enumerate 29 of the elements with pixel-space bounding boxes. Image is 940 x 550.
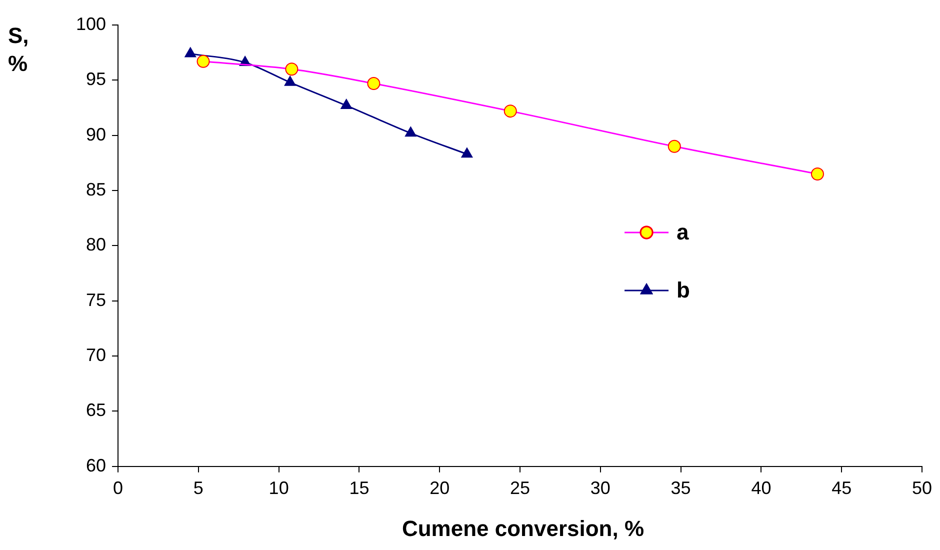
y-tick-label: 75 (86, 290, 106, 310)
x-tick-label: 0 (113, 478, 124, 498)
x-axis-title: Cumene conversion, % (400, 516, 646, 542)
x-tick-label: 20 (430, 478, 450, 498)
y-tick-label: 80 (86, 234, 106, 255)
y-axis-title: S, % (8, 22, 30, 78)
legend-label: b (676, 278, 690, 303)
x-tick-label: 45 (832, 478, 852, 498)
y-tick-label: 70 (86, 345, 106, 366)
point (184, 47, 196, 58)
x-tick-label: 10 (268, 478, 289, 498)
y-tick-label: 60 (86, 455, 106, 476)
point (284, 76, 296, 86)
x-tick-label: 40 (751, 478, 772, 498)
y-tick-label: 90 (86, 124, 106, 144)
x-tick-label: 25 (510, 478, 530, 498)
y-tick-label: 100 (76, 14, 106, 34)
y-tick-label: 85 (86, 179, 106, 200)
y-tick-label: 95 (86, 69, 106, 90)
x-tick-label: 5 (193, 478, 204, 498)
x-tick-label: 15 (349, 478, 370, 498)
x-tick-label: 50 (912, 478, 932, 498)
x-tick-label: 30 (590, 478, 610, 498)
point (461, 148, 473, 158)
point (404, 126, 416, 137)
x-tick-label: 35 (670, 478, 691, 498)
y-tick-label: 65 (86, 400, 106, 420)
legend-label: a (676, 220, 690, 245)
point (340, 99, 352, 110)
